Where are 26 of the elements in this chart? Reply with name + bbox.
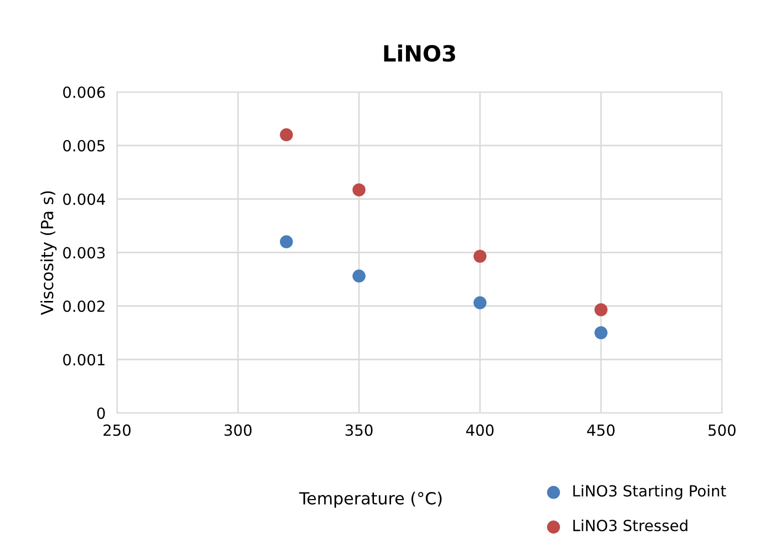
y-tick-label: 0.005: [63, 140, 105, 152]
chart-title: LiNO3: [384, 44, 456, 62]
x-tick-label: 500: [708, 424, 736, 436]
x-tick-label: 400: [466, 424, 494, 436]
point: [594, 326, 608, 340]
legend-label: LiNO3 Stressed: [573, 519, 688, 532]
point: [352, 183, 366, 196]
x-tick-label: 350: [346, 424, 373, 436]
y-axis-title: Viscosity (Pa s): [40, 191, 57, 315]
point: [280, 235, 293, 248]
point: [594, 303, 608, 316]
legend-label: LiNO3 Starting Point: [573, 484, 726, 500]
y-tick-label: 0.003: [63, 246, 105, 259]
point: [473, 296, 487, 310]
point: [352, 270, 366, 283]
y-tick-label: 0.006: [63, 86, 105, 98]
y-tick-label: 0.001: [63, 354, 104, 366]
x-axis-title: Temperature (°C): [299, 492, 442, 508]
y-tick-label: 0.004: [63, 193, 106, 206]
x-tick-label: 300: [224, 424, 252, 436]
x-tick-label: 450: [587, 424, 615, 436]
y-tick-label: 0: [97, 407, 105, 420]
x-tick-label: 250: [104, 424, 131, 436]
point: [280, 128, 293, 142]
y-tick-label: 0.002: [63, 300, 104, 312]
point: [473, 250, 487, 263]
